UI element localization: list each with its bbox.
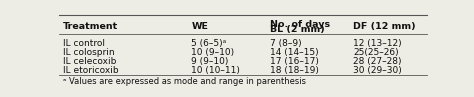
Text: 25(25–26): 25(25–26) [353, 48, 399, 57]
Text: Treatment: Treatment [63, 22, 118, 31]
Text: 9 (9–10): 9 (9–10) [191, 57, 229, 66]
Text: 7 (8–9): 7 (8–9) [271, 39, 302, 48]
Text: 10 (9–10): 10 (9–10) [191, 48, 235, 57]
Text: 10 (10–11): 10 (10–11) [191, 66, 240, 75]
Text: DF (12 mm): DF (12 mm) [353, 22, 416, 31]
Text: IL etoricoxib: IL etoricoxib [63, 66, 118, 75]
Text: IL celecoxib: IL celecoxib [63, 57, 116, 66]
Text: IL control: IL control [63, 39, 105, 48]
Text: IL colosprin: IL colosprin [63, 48, 115, 57]
Text: ᵃ Values are expressed as mode and range in parenthesis: ᵃ Values are expressed as mode and range… [63, 77, 306, 86]
Text: BL (2 mm): BL (2 mm) [271, 25, 325, 34]
Text: 30 (29–30): 30 (29–30) [353, 66, 402, 75]
Text: 5 (6–5)ᵃ: 5 (6–5)ᵃ [191, 39, 227, 48]
Text: 12 (13–12): 12 (13–12) [353, 39, 402, 48]
Text: 18 (18–19): 18 (18–19) [271, 66, 319, 75]
Text: WE: WE [191, 22, 209, 31]
Text: No. of days: No. of days [271, 20, 330, 29]
Text: 28 (27–28): 28 (27–28) [353, 57, 401, 66]
Text: 14 (14–15): 14 (14–15) [271, 48, 319, 57]
Text: 17 (16–17): 17 (16–17) [271, 57, 319, 66]
